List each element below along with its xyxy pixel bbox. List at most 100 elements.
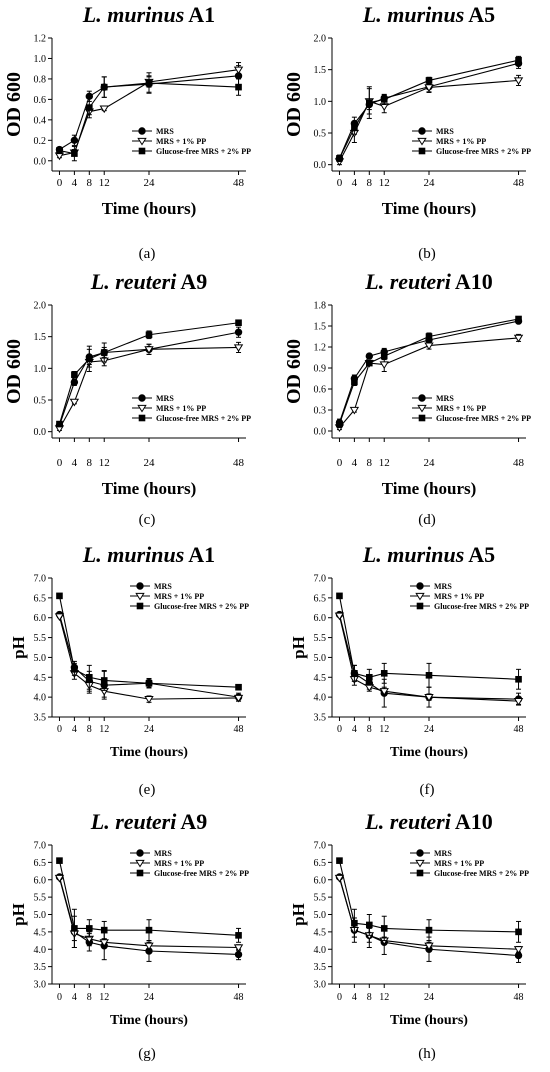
y-tick-label: 6.5	[34, 593, 47, 604]
data-point	[515, 56, 522, 64]
data-point	[513, 946, 524, 954]
legend-label: Glucose-free MRS + 2% PP	[436, 414, 531, 423]
x-tick-label: 0	[337, 457, 343, 469]
data-point	[235, 683, 242, 691]
y-tick-label: 2.0	[34, 301, 47, 312]
panel-title: L. reuteri A10	[364, 809, 492, 834]
legend-label: Glucose-free MRS + 2% PP	[434, 869, 529, 878]
y-tick-label: 7.0	[314, 574, 327, 585]
x-tick-label: 4	[352, 177, 358, 189]
panel-c: L. reuteri A90.00.51.01.52.00 4 8 12 24 48Time…	[3, 269, 251, 528]
legend-marker	[416, 582, 424, 590]
legend-marker	[138, 414, 146, 422]
x-tick-label: 4	[352, 992, 357, 1003]
x-tick-label: 4	[72, 177, 78, 189]
y-tick-label: 3.5	[34, 713, 47, 724]
y-tick-label: 4.5	[314, 927, 327, 938]
panel-label: (b)	[418, 246, 436, 262]
series-2	[56, 72, 242, 162]
data-point	[513, 698, 524, 706]
x-tick-label: 12	[379, 177, 390, 189]
y-tick-label: 4.0	[34, 693, 47, 704]
series-2	[336, 592, 522, 690]
x-tick-label: 0	[337, 177, 343, 189]
y-tick-label: 6.5	[314, 593, 327, 604]
data-point	[233, 344, 244, 352]
x-tick-label: 8	[367, 457, 373, 469]
y-tick-label: 6.5	[314, 858, 327, 869]
legend-label: MRS	[434, 582, 452, 591]
series-line	[58, 322, 239, 425]
y-tick-label: 1.0	[314, 97, 327, 108]
x-tick-label: 24	[144, 724, 154, 735]
panel-label: (h)	[418, 1046, 436, 1062]
title-strain: A10	[455, 269, 493, 294]
legend-label: MRS	[154, 582, 172, 591]
y-tick-label: 7.0	[34, 574, 47, 585]
data-point	[366, 921, 373, 929]
y-tick-label: 6.0	[314, 613, 327, 624]
legend-label: MRS + 1% PP	[434, 859, 484, 868]
x-tick-label: 12	[379, 724, 389, 735]
data-point	[379, 361, 389, 370]
y-tick-label: 5.5	[314, 633, 327, 644]
series-2	[56, 857, 242, 949]
data-point	[145, 926, 153, 934]
legend-label: MRS + 1% PP	[436, 404, 486, 413]
series-2	[336, 315, 522, 428]
series-line	[58, 860, 239, 936]
legend-marker	[138, 127, 146, 135]
x-tick-label: 0	[57, 992, 62, 1003]
legend-label: Glucose-free MRS + 2% PP	[156, 414, 251, 423]
data-point	[86, 355, 93, 363]
x-tick-label: 4	[72, 457, 78, 469]
data-point	[145, 331, 153, 339]
y-tick-label: 0.4	[34, 115, 47, 126]
x-tick-label: 0	[337, 724, 342, 735]
y-axis-title: pH	[9, 903, 28, 926]
panel-title: L. reuteri A9	[90, 269, 207, 294]
x-axis-title: Time (hours)	[382, 479, 477, 498]
data-point	[351, 670, 358, 677]
y-tick-label: 3.0	[34, 980, 47, 991]
data-point	[70, 136, 79, 145]
data-point	[235, 83, 242, 91]
legend-marker	[136, 849, 144, 857]
legend-label: Glucose-free MRS + 2% PP	[154, 602, 249, 611]
data-point	[515, 315, 522, 323]
x-tick-label: 0	[57, 724, 62, 735]
panel-title: L. murinus A5	[362, 542, 495, 567]
y-tick-label: 4.5	[34, 927, 47, 938]
panel-label: (c)	[139, 512, 156, 528]
legend-label: MRS + 1% PP	[154, 859, 204, 868]
title-species: L. reuteri	[364, 809, 451, 834]
x-tick-label: 4	[352, 457, 358, 469]
series-line	[338, 79, 519, 162]
legend-marker	[418, 127, 426, 135]
y-tick-label: 3.5	[314, 962, 327, 973]
x-tick-label: 0	[57, 457, 63, 469]
y-tick-label: 0.6	[314, 385, 327, 396]
legend-marker	[135, 592, 145, 601]
data-point	[144, 696, 154, 704]
data-point	[336, 857, 343, 864]
title-strain: A5	[468, 2, 495, 27]
legend-marker	[416, 602, 424, 610]
x-axis-title: Time (hours)	[102, 199, 197, 218]
x-tick-label: 48	[233, 177, 245, 189]
data-point	[71, 925, 78, 932]
legend-label: MRS + 1% PP	[156, 137, 206, 146]
data-point	[54, 874, 65, 883]
legend-label: Glucose-free MRS + 2% PP	[154, 869, 249, 878]
legend-marker	[136, 582, 144, 590]
data-point	[234, 328, 243, 336]
x-tick-label: 48	[513, 177, 525, 189]
series-line	[58, 346, 239, 429]
legend-marker	[417, 404, 427, 413]
data-point	[424, 942, 434, 951]
x-axis-title: Time (hours)	[110, 745, 188, 760]
